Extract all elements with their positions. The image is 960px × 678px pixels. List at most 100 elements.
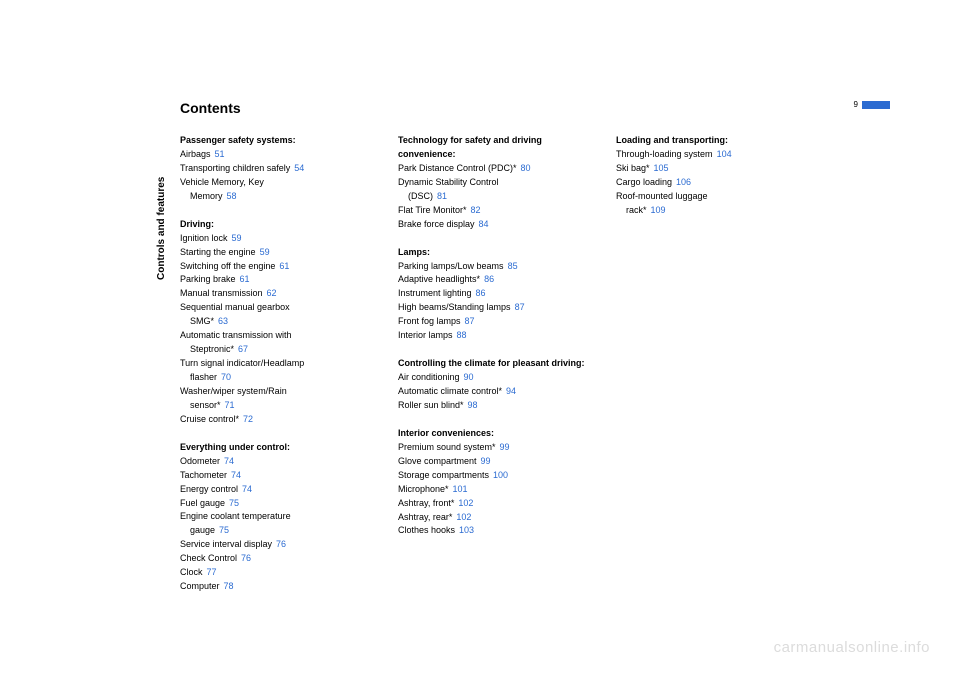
toc-entry: Park Distance Control (PDC)* 80 — [398, 162, 588, 176]
entry-page-link[interactable]: 84 — [479, 219, 489, 229]
entry-text: Energy control — [180, 484, 238, 494]
entry-page-link[interactable]: 87 — [515, 302, 525, 312]
entry-page-link[interactable]: 104 — [717, 149, 732, 159]
entry-page-link[interactable]: 77 — [207, 567, 217, 577]
toc-entry: Automatic climate control*94 — [398, 385, 588, 399]
entry-page-link[interactable]: 59 — [260, 247, 270, 257]
toc-entry: Flat Tire Monitor* 82 — [398, 204, 588, 218]
entry-page-link[interactable]: 59 — [232, 233, 242, 243]
entry-page-link[interactable]: 100 — [493, 470, 508, 480]
entry-page-link[interactable]: 63 — [218, 316, 228, 326]
entry-page-link[interactable]: 67 — [238, 344, 248, 354]
entry-page-link[interactable]: 80 — [521, 163, 531, 173]
entry-page-link[interactable]: 102 — [458, 498, 473, 508]
entry-page-link[interactable]: 75 — [229, 498, 239, 508]
entry-text: Park Distance Control (PDC)* — [398, 163, 517, 173]
entry-text: Instrument lighting — [398, 288, 472, 298]
toc-entry: Clock77 — [180, 566, 370, 580]
toc-entry: Turn signal indicator/Headlamp — [180, 357, 370, 371]
toc-entry: Cruise control*72 — [180, 413, 370, 427]
toc-entry: High beams/Standing lamps 87 — [398, 301, 588, 315]
entry-page-link[interactable]: 88 — [457, 330, 467, 340]
entry-page-link[interactable]: 78 — [224, 581, 234, 591]
entry-text: Engine coolant temperature — [180, 511, 291, 521]
entry-page-link[interactable]: 82 — [471, 205, 481, 215]
toc-entry: (DSC)81 — [398, 190, 588, 204]
toc-entry: Starting the engine59 — [180, 246, 370, 260]
toc-entry: Instrument lighting 86 — [398, 287, 588, 301]
entry-page-link[interactable]: 71 — [225, 400, 235, 410]
entry-page-link[interactable]: 76 — [276, 539, 286, 549]
entry-page-link[interactable]: 98 — [468, 400, 478, 410]
toc-entry: Air conditioning90 — [398, 371, 588, 385]
entry-page-link[interactable]: 62 — [267, 288, 277, 298]
entry-page-link[interactable]: 106 — [676, 177, 691, 187]
entry-text: Transporting children safely — [180, 163, 290, 173]
entry-text: Fuel gauge — [180, 498, 225, 508]
entry-page-link[interactable]: 101 — [453, 484, 468, 494]
page-title: Contents — [180, 100, 241, 116]
entry-page-link[interactable]: 51 — [215, 149, 225, 159]
toc-entry: Odometer 74 — [180, 455, 370, 469]
entry-page-link[interactable]: 86 — [476, 288, 486, 298]
entry-page-link[interactable]: 94 — [506, 386, 516, 396]
entry-page-link[interactable]: 54 — [294, 163, 304, 173]
toc-entry: Energy control 74 — [180, 483, 370, 497]
toc-entry: Transporting children safely 54 — [180, 162, 370, 176]
entry-text: Switching off the engine — [180, 261, 275, 271]
toc-section: Everything under control:Odometer74Tacho… — [180, 441, 370, 594]
toc-entry: Tachometer74 — [180, 469, 370, 483]
toc-entry: Microphone*101 — [398, 483, 588, 497]
toc-entry: Check Control76 — [180, 552, 370, 566]
entry-page-link[interactable]: 109 — [651, 205, 666, 215]
entry-text: Parking brake — [180, 274, 236, 284]
entry-text: High beams/Standing lamps — [398, 302, 511, 312]
entry-page-link[interactable]: 81 — [437, 191, 447, 201]
entry-text: Ashtray, front* — [398, 498, 454, 508]
entry-page-link[interactable]: 103 — [459, 525, 474, 535]
entry-text: Flat Tire Monitor* — [398, 205, 467, 215]
entry-text: Dynamic Stability Control — [398, 177, 499, 187]
entry-page-link[interactable]: 61 — [240, 274, 250, 284]
toc-entry: rack*109 — [616, 204, 806, 218]
entry-text: Manual transmission — [180, 288, 263, 298]
side-label: Controls and features — [156, 177, 167, 280]
toc-entry: Premium sound system* 99 — [398, 441, 588, 455]
entry-page-link[interactable]: 61 — [279, 261, 289, 271]
entry-page-link[interactable]: 74 — [231, 470, 241, 480]
toc-section: Technology for safety and driving conven… — [398, 134, 588, 232]
entry-text: Ashtray, rear* — [398, 512, 452, 522]
entry-page-link[interactable]: 72 — [243, 414, 253, 424]
entry-page-link[interactable]: 74 — [224, 456, 234, 466]
entry-page-link[interactable]: 58 — [227, 191, 237, 201]
entry-text: Premium sound system* — [398, 442, 496, 452]
entry-page-link[interactable]: 99 — [481, 456, 491, 466]
column: Loading and transporting:Through-loading… — [616, 134, 806, 608]
entry-page-link[interactable]: 76 — [241, 553, 251, 563]
entry-text: Storage compartments — [398, 470, 489, 480]
entry-page-link[interactable]: 99 — [500, 442, 510, 452]
entry-page-link[interactable]: 75 — [219, 525, 229, 535]
entry-page-link[interactable]: 70 — [221, 372, 231, 382]
toc-entry: Parking lamps/Low beams85 — [398, 260, 588, 274]
entry-page-link[interactable]: 102 — [456, 512, 471, 522]
entry-text: Computer — [180, 581, 220, 591]
entry-page-link[interactable]: 74 — [242, 484, 252, 494]
column: Technology for safety and driving conven… — [398, 134, 588, 608]
entry-text: Ski bag* — [616, 163, 650, 173]
entry-page-link[interactable]: 87 — [465, 316, 475, 326]
entry-text: Odometer — [180, 456, 220, 466]
entry-text: flasher — [190, 372, 217, 382]
entry-page-link[interactable]: 86 — [484, 274, 494, 284]
toc-entry: SMG*63 — [180, 315, 370, 329]
toc-section: Lamps:Parking lamps/Low beams85Adaptive … — [398, 246, 588, 344]
section-title: Controlling the climate for pleasant dri… — [398, 357, 588, 371]
entry-text: Clothes hooks — [398, 525, 455, 535]
toc-entry: Airbags 51 — [180, 148, 370, 162]
toc-entry: flasher 70 — [180, 371, 370, 385]
toc-entry: Through-loading system104 — [616, 148, 806, 162]
entry-page-link[interactable]: 90 — [464, 372, 474, 382]
entry-page-link[interactable]: 85 — [508, 261, 518, 271]
entry-text: Airbags — [180, 149, 211, 159]
entry-page-link[interactable]: 105 — [654, 163, 669, 173]
